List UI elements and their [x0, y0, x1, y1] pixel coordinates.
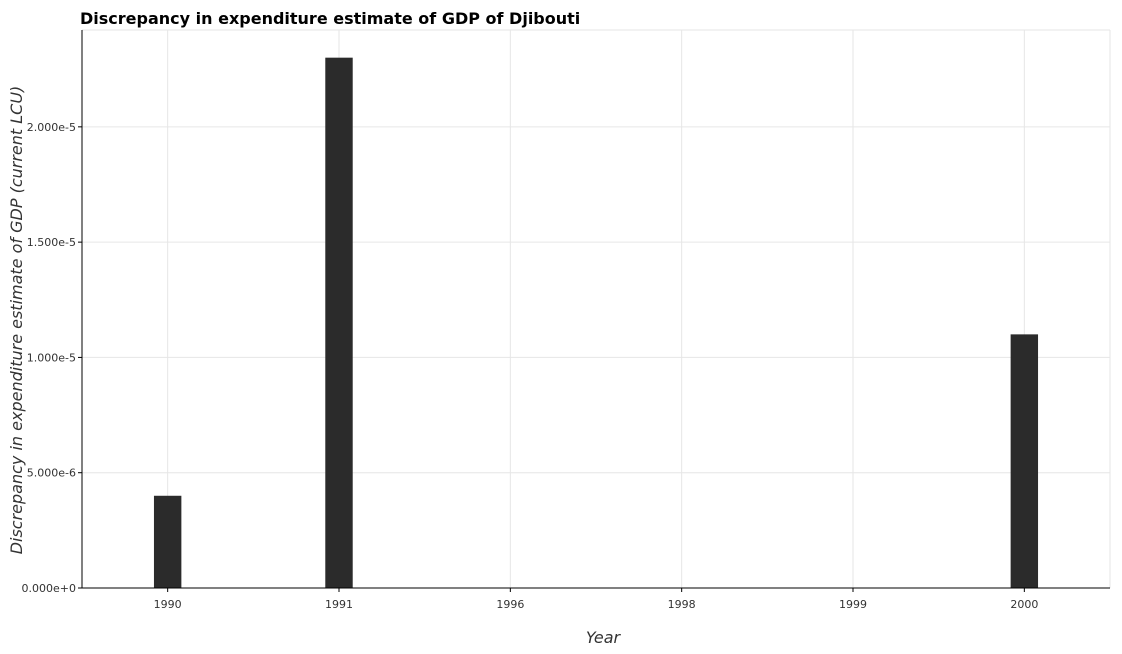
x-axis-label: Year: [586, 628, 622, 647]
grid: [82, 29, 1111, 589]
x-tick-label: 1990: [154, 598, 182, 611]
x-tick-label: 1996: [496, 598, 524, 611]
bar-1990: [153, 495, 182, 588]
bar-2000: [1010, 334, 1039, 588]
x-tick-label: 1999: [839, 598, 867, 611]
x-tick-label: 1991: [325, 598, 353, 611]
x-tick-label: 1998: [668, 598, 696, 611]
y-tick-label: 1.500e-5: [27, 236, 76, 249]
x-tick-label: 2000: [1010, 598, 1038, 611]
bars: [153, 57, 1039, 588]
y-tick-label: 0.000e+0: [22, 582, 76, 595]
y-tick-label: 5.000e-6: [27, 467, 76, 480]
y-tick-label: 2.000e-5: [27, 121, 76, 134]
bar-1991: [325, 57, 353, 588]
y-axis-label: Discrepancy in expenditure estimate of G…: [7, 86, 26, 555]
axes: 0.000e+0 5.000e-6 1.000e-5 1.500e-5 2.000e-5…: [22, 30, 1110, 611]
chart-title: Discrepancy in expenditure estimate of G…: [80, 9, 580, 28]
y-tick-label: 1.000e-5: [27, 351, 76, 364]
